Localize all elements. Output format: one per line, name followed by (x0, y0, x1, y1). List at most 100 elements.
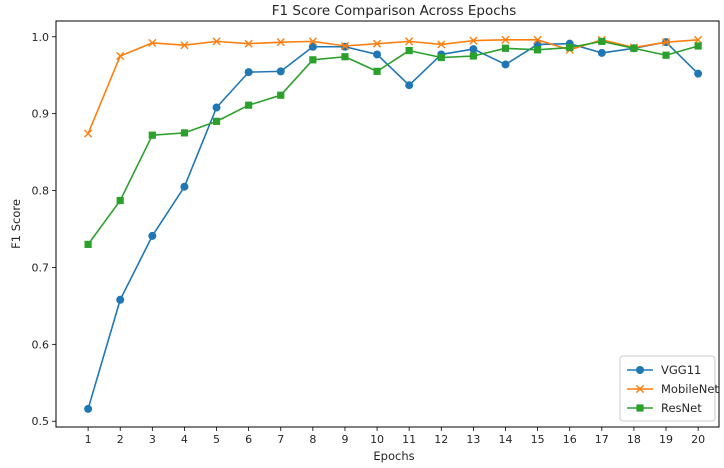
series-resnet (84, 37, 702, 248)
x-tick-label: 8 (309, 433, 316, 446)
data-point-vgg11 (84, 404, 93, 413)
data-point-resnet (501, 44, 510, 52)
legend-marker (636, 404, 644, 412)
data-point-vgg11 (116, 295, 125, 304)
data-point-resnet (245, 101, 253, 109)
x-tick-label: 3 (149, 433, 156, 446)
y-tick-label: 0.8 (32, 185, 50, 198)
x-tick-label: 18 (627, 433, 641, 446)
data-point-vgg11 (469, 45, 478, 54)
data-point-resnet (180, 129, 189, 137)
data-point-mobilenet (469, 36, 478, 45)
data-point-resnet (469, 52, 477, 60)
data-point-mobilenet (694, 35, 703, 44)
data-point-vgg11 (212, 103, 221, 112)
data-point-vgg11 (180, 182, 189, 191)
x-tick-label: 17 (595, 433, 609, 446)
data-point-resnet (405, 47, 413, 55)
data-point-resnet (212, 117, 221, 125)
data-point-vgg11 (694, 69, 703, 78)
x-tick-label: 7 (277, 433, 284, 446)
plot-frame (55, 20, 720, 428)
x-tick-label: 16 (563, 433, 577, 446)
y-tick-label: 0.6 (32, 338, 50, 351)
data-point-vgg11 (244, 68, 253, 77)
data-point-resnet (341, 53, 349, 61)
series-line-mobilenet (87, 39, 699, 134)
data-point-resnet (598, 37, 606, 45)
data-point-vgg11 (501, 60, 510, 69)
x-tick-label: 15 (531, 433, 545, 446)
y-tick-label: 0.7 (32, 261, 50, 274)
x-tick-label: 11 (402, 433, 416, 446)
legend-item-vgg11: VGG11 (627, 363, 701, 377)
data-point-vgg11 (405, 81, 414, 90)
data-point-resnet (309, 56, 317, 64)
data-point-mobilenet (437, 40, 446, 49)
x-tick-label: 19 (659, 433, 673, 446)
legend: VGG11 MobileNet ResNet (619, 355, 719, 422)
y-tick-label: 1.0 (32, 31, 50, 44)
x-axis-label: Epochs (373, 449, 414, 463)
data-point-mobilenet (180, 41, 189, 50)
x-tick-label: 1 (85, 433, 92, 446)
data-point-mobilenet (405, 37, 414, 46)
data-point-resnet (148, 131, 156, 139)
data-point-mobilenet (308, 37, 317, 46)
data-point-mobilenet (244, 39, 253, 48)
data-point-mobilenet (372, 39, 382, 48)
legend-label: VGG11 (661, 363, 701, 377)
data-point-resnet (533, 46, 542, 54)
x-tick-label: 20 (691, 433, 705, 446)
data-point-mobilenet (148, 38, 157, 48)
data-point-mobilenet (340, 41, 350, 51)
data-point-vgg11 (597, 48, 606, 57)
legend-box (619, 355, 716, 422)
data-point-vgg11 (373, 50, 382, 59)
data-point-resnet (373, 67, 381, 75)
legend-item-resnet: ResNet (627, 401, 702, 415)
x-tick-label: 6 (245, 433, 252, 446)
legend-label: ResNet (661, 401, 702, 415)
legend-item-mobilenet: MobileNet (627, 382, 719, 396)
data-point-vgg11 (148, 231, 157, 240)
data-point-mobilenet (276, 38, 285, 47)
data-point-resnet (277, 91, 285, 99)
data-point-mobilenet (533, 35, 542, 44)
data-point-resnet (662, 51, 670, 59)
x-tick-label: 13 (466, 433, 480, 446)
y-axis-label: F1 Score (9, 199, 23, 249)
x-tick-label: 12 (434, 433, 448, 446)
data-point-resnet (630, 44, 638, 52)
legend-marker (636, 366, 644, 374)
data-point-mobilenet (84, 129, 93, 138)
data-point-mobilenet (116, 51, 125, 61)
legend-label: MobileNet (661, 382, 719, 396)
y-tick-label: 0.5 (32, 415, 50, 428)
data-point-mobilenet (661, 38, 671, 47)
x-tick-label: 9 (341, 433, 348, 446)
y-tick-label: 0.9 (32, 108, 50, 121)
x-tick-label: 5 (213, 433, 220, 446)
x-tick-label: 10 (370, 433, 384, 446)
data-point-resnet (694, 42, 702, 50)
series-layer (84, 35, 703, 413)
x-tick-label: 4 (181, 433, 188, 446)
series-line-vgg11 (87, 41, 699, 410)
axis-ticks: 1 2 3 4 5 6 7 8 9 10 11 12 13 14 15 16 17 18 19 200.50.60.7… (32, 31, 706, 446)
data-point-resnet (437, 53, 445, 62)
data-point-mobilenet (501, 35, 510, 44)
data-point-mobilenet (212, 37, 221, 46)
x-tick-label: 2 (117, 433, 124, 446)
legend-marker (635, 384, 645, 394)
data-point-resnet (566, 43, 574, 52)
data-point-resnet (116, 196, 124, 205)
series-vgg11 (84, 38, 703, 413)
chart-title: F1 Score Comparison Across Epochs (272, 3, 517, 19)
data-point-vgg11 (308, 42, 317, 51)
data-point-vgg11 (276, 67, 285, 76)
data-point-resnet (84, 240, 92, 248)
series-line-resnet (87, 40, 699, 245)
